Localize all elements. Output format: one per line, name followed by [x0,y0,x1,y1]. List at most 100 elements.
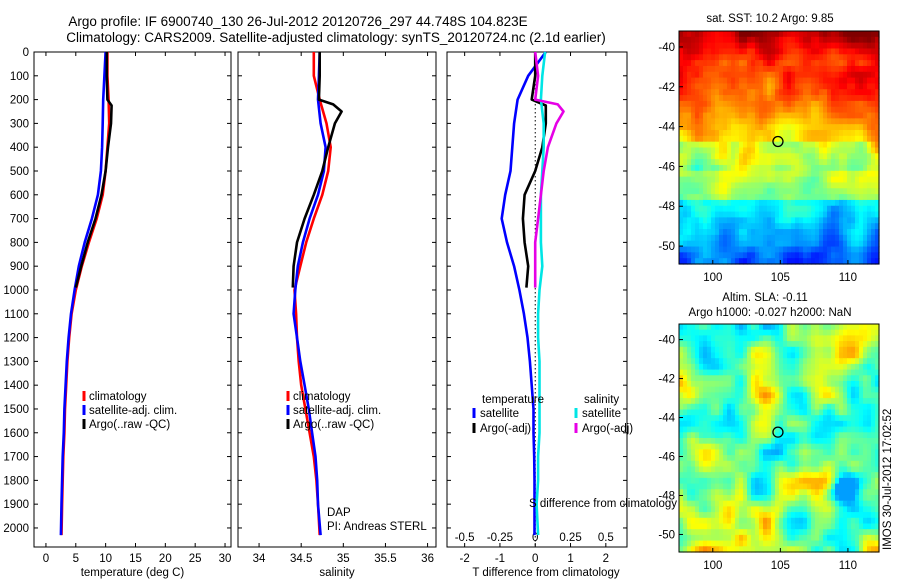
map-cell [683,460,688,468]
map-cell [863,176,868,184]
map-cell [855,199,860,207]
map-cell [691,60,696,67]
map-cell [703,529,708,536]
map-cell [755,483,760,490]
map-cell [699,205,704,213]
map-cell [755,443,760,450]
map-cell [751,95,756,102]
map-cell [835,398,840,405]
map-cell [747,392,752,399]
map-x-tick-label: 110 [839,560,857,572]
map-cell [763,335,768,342]
map-cell [735,65,740,73]
map-cell [831,211,836,218]
map-cell [683,170,688,178]
map-cell [831,449,836,456]
map-cell [855,466,860,473]
map-cell [695,112,700,119]
map-cell [803,443,808,450]
map-cell [871,341,876,348]
map-cell [823,506,828,513]
map-cell [731,335,736,342]
map-cell [691,205,696,213]
map-cell [775,358,780,365]
map-cell [707,153,712,160]
map-cell [795,258,800,265]
map-cell [687,375,692,382]
map-cell [791,529,796,536]
map-cell [779,54,784,61]
map-cell [711,329,716,336]
map-cell [819,460,824,468]
map-cell [743,31,748,38]
map-cell [787,381,792,388]
map-cell [767,48,772,55]
map-cell [719,534,724,542]
map-cell [747,141,752,149]
map-cell [731,460,736,468]
map-cell [715,112,720,119]
map-cell [843,489,848,496]
map-cell [795,194,800,201]
map-cell [815,398,820,405]
map-cell [799,258,804,265]
map-x-tick-label: 105 [771,560,790,572]
map-cell [871,31,876,38]
map-cell [843,403,848,411]
map-cell [767,460,772,468]
map-cell [739,65,744,73]
map-cell [731,89,736,96]
map-cell [707,141,712,149]
map-cell [875,240,880,248]
map-cell [759,159,764,166]
map-cell [739,420,744,428]
map-cell [715,495,720,502]
map-cell [775,449,780,456]
map-cell [827,420,832,428]
map-cell [851,199,856,207]
map-cell [875,369,880,376]
map-cell [687,329,692,336]
map-cell [819,176,824,184]
map-cell [871,100,876,108]
map-cell [799,500,804,507]
map-cell [783,369,788,376]
map-cell [855,71,860,79]
map-cell [687,409,692,416]
map-cell [751,466,756,473]
map-cell [799,42,804,50]
map-cell [711,240,716,248]
map-cell [759,153,764,160]
map-cell [819,335,824,342]
map-cell [779,240,784,248]
map-cell [687,31,692,38]
map-cell [731,495,736,502]
map-cell [855,420,860,428]
map-cell [787,500,792,507]
map-cell [847,65,852,73]
map-cell [851,54,856,61]
map-cell [807,60,812,67]
map-cell [791,403,796,411]
map-cell [779,352,784,359]
map-cell [783,426,788,433]
map-cell [807,403,812,411]
map-cell [727,358,732,365]
map-cell [711,112,716,119]
map-cell [807,324,812,331]
map-cell [715,324,720,331]
map-cell [835,341,840,348]
map-cell [827,500,832,507]
map-cell [743,352,748,359]
map-cell [759,211,764,218]
map-cell [743,324,748,331]
map-cell [815,392,820,399]
map-cell [759,240,764,248]
map-cell [779,153,784,160]
map-cell [711,194,716,201]
map-cell [687,71,692,79]
map-cell [751,420,756,428]
map-cell [827,415,832,422]
map-cell [811,252,816,259]
map-cell [775,112,780,119]
